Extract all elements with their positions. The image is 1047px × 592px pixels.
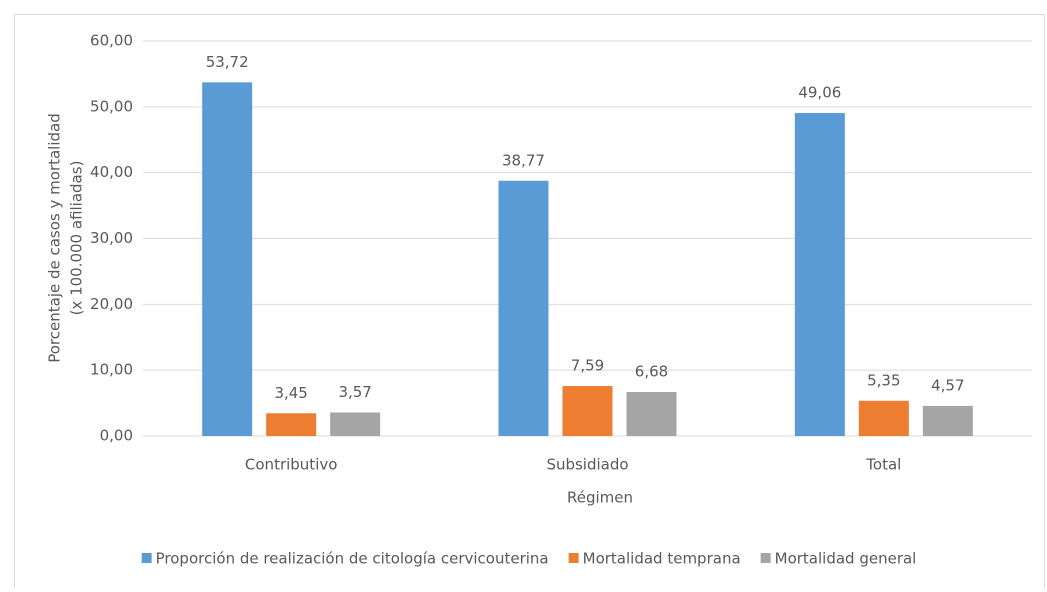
x-tick-label: Total xyxy=(865,456,901,474)
value-label: 5,35 xyxy=(867,371,900,389)
bar xyxy=(202,82,253,437)
value-label: 3,45 xyxy=(274,384,307,402)
x-tick-label: Contributivo xyxy=(245,456,338,474)
bar xyxy=(266,413,317,436)
value-label: 53,72 xyxy=(206,53,249,71)
bar xyxy=(922,405,973,436)
value-label: 4,57 xyxy=(931,376,964,394)
y-tick-label: 30,00 xyxy=(90,229,133,247)
bar xyxy=(330,412,381,436)
x-tick-label: Subsidiado xyxy=(546,456,628,474)
y-tick-label: 60,00 xyxy=(90,32,133,50)
value-label: 38,77 xyxy=(502,151,545,169)
y-tick-label: 0,00 xyxy=(100,427,133,445)
legend-swatch xyxy=(141,553,152,563)
bar xyxy=(858,400,909,436)
y-tick-label: 10,00 xyxy=(90,361,133,379)
bar xyxy=(498,180,549,436)
y-tick-label: 50,00 xyxy=(90,97,133,115)
y-axis-title: Porcentaje de casos y mortalidad xyxy=(46,113,64,363)
bar xyxy=(794,113,845,436)
legend-swatch xyxy=(568,553,579,563)
y-tick-label: 20,00 xyxy=(90,295,133,313)
bar xyxy=(626,392,677,436)
x-axis-title: Régimen xyxy=(567,489,633,507)
value-label: 6,68 xyxy=(635,363,668,381)
value-label: 3,57 xyxy=(338,383,371,401)
y-axis-title: (x 100.000 afiliadas) xyxy=(68,161,86,316)
legend-label: Mortalidad general xyxy=(775,550,917,568)
legend-label: Proporción de realización de citología c… xyxy=(156,550,549,568)
bar xyxy=(562,386,613,436)
legend-swatch xyxy=(760,553,771,563)
legend-label: Mortalidad temprana xyxy=(583,550,741,568)
value-label: 49,06 xyxy=(798,84,841,102)
y-tick-label: 40,00 xyxy=(90,163,133,181)
value-label: 7,59 xyxy=(571,357,604,375)
